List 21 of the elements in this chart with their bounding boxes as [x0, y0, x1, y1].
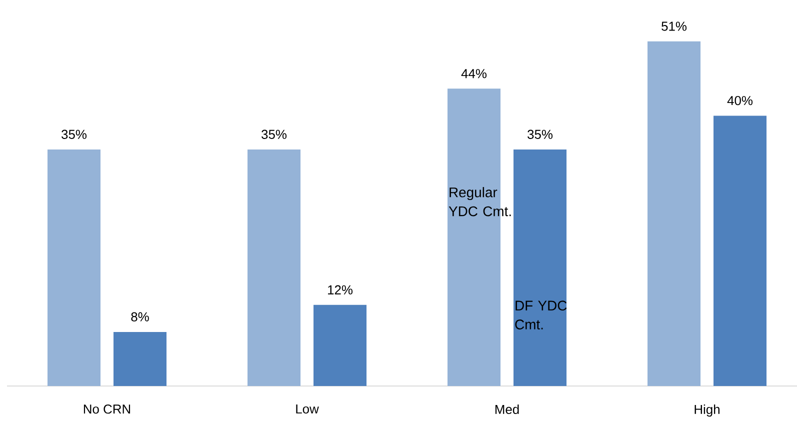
x-tick-label: Low: [296, 404, 319, 414]
series-label: DF YDC Cmt.: [515, 300, 567, 330]
data-label: 12%: [328, 285, 353, 294]
series-label: Regular YDC Cmt.: [448, 187, 511, 216]
bar: [114, 332, 166, 386]
data-label: 35%: [262, 130, 287, 139]
data-label: 8%: [131, 312, 149, 322]
bar: [314, 304, 367, 386]
x-tick-label: No CRN: [84, 404, 130, 414]
x-tick-label: High: [694, 404, 720, 417]
x-tick-label: Med: [495, 404, 519, 414]
bar: [648, 41, 701, 386]
bar: [48, 149, 100, 386]
data-label: 51%: [662, 22, 687, 31]
data-label: 44%: [461, 69, 487, 78]
data-label: 35%: [62, 130, 87, 139]
bar: [248, 149, 301, 386]
data-label: 35%: [528, 130, 553, 139]
bar: [514, 149, 567, 386]
bar: [714, 116, 767, 386]
data-label: 40%: [727, 96, 753, 106]
